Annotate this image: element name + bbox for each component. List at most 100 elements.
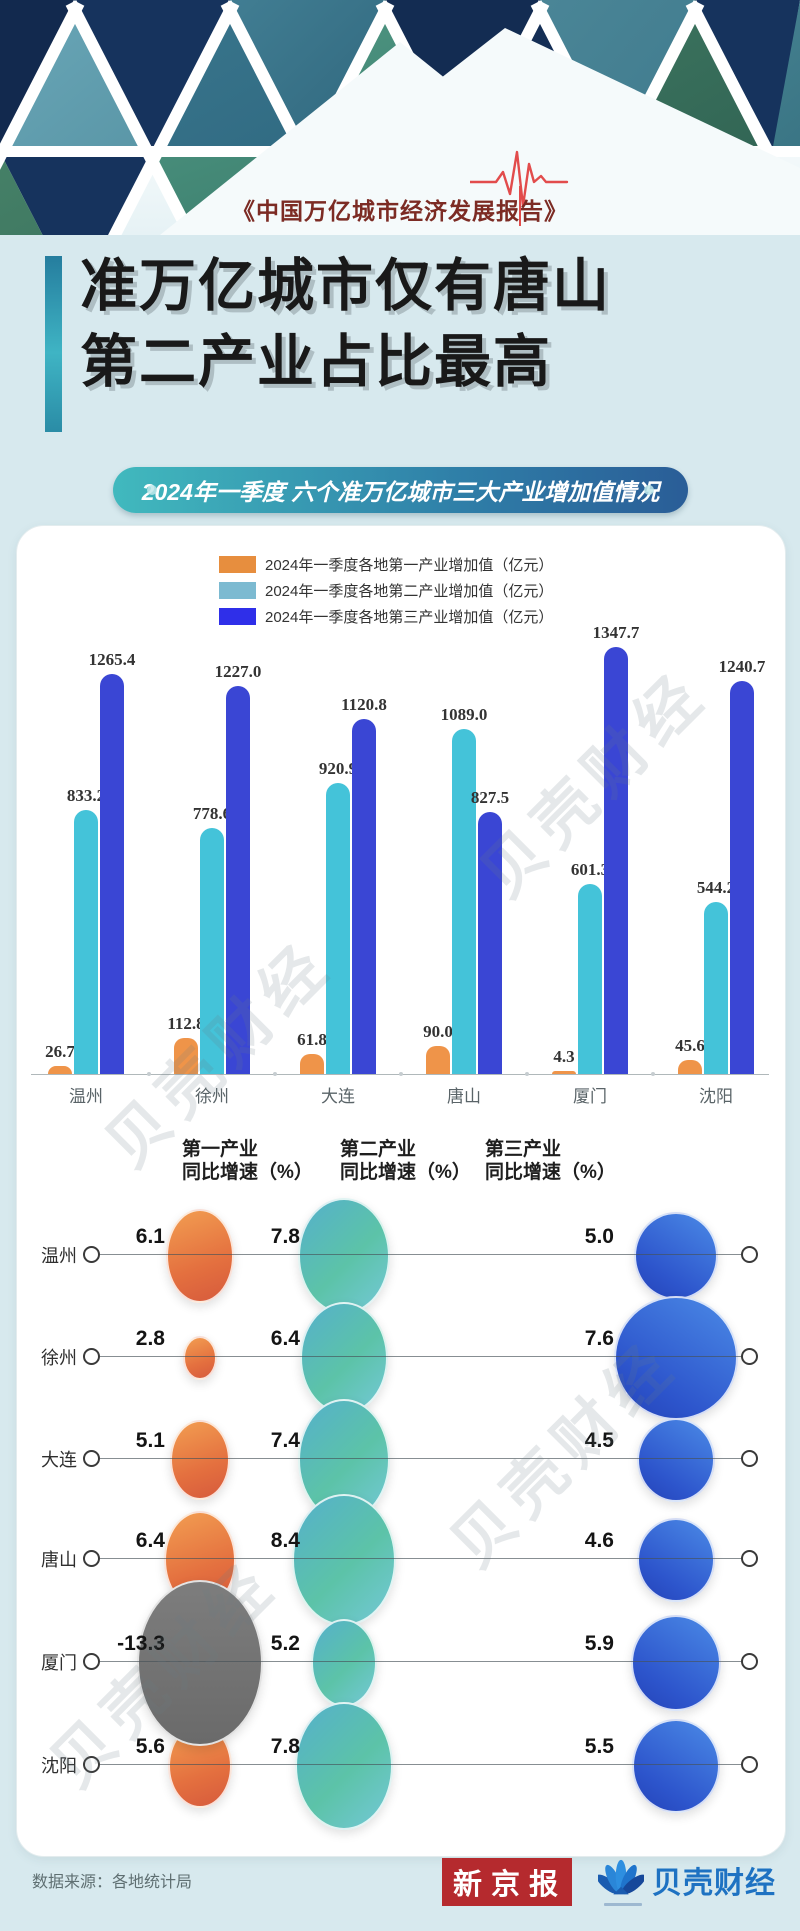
bubble-value: 5.9 <box>584 1632 614 1655</box>
title-accent-bar <box>45 256 62 432</box>
axis-city-label: 大连 <box>321 1087 355 1106</box>
axis-city-label: 温州 <box>69 1087 103 1106</box>
beike-logo: 贝壳财经 <box>598 1856 776 1904</box>
row-endpoint-icon <box>741 1756 758 1773</box>
bubble-column-header: 第一产业 同比增速（%） <box>182 1139 313 1183</box>
bubble <box>637 1518 715 1602</box>
bar-value-label: 90.0 <box>423 1022 453 1041</box>
bubble <box>170 1420 230 1500</box>
legend-swatch <box>219 607 256 625</box>
chart-card: 2024年一季度各地第一产业增加值（亿元） 2024年一季度各地第二产业增加值（亿… <box>16 525 786 1857</box>
bar <box>552 1071 576 1074</box>
bubble-value: 7.8 <box>270 1225 300 1248</box>
bubble-value: 6.4 <box>270 1327 300 1350</box>
bubble-value: -13.3 <box>117 1632 165 1655</box>
bubble-value: 7.8 <box>270 1735 300 1758</box>
bubble-value: 6.1 <box>135 1225 165 1248</box>
bar-value-label: 1347.7 <box>592 623 640 642</box>
legend-item: 2024年一季度各地第一产业增加值（亿元） <box>219 552 553 576</box>
xinjingbao-logo: 新京报 <box>442 1858 572 1906</box>
shell-icon <box>598 1859 644 1895</box>
page-title-line2: 第二产业占比最高 <box>80 330 552 394</box>
bar <box>200 828 224 1074</box>
bubble-value: 2.8 <box>135 1327 165 1350</box>
legend-item: 2024年一季度各地第三产业增加值（亿元） <box>219 604 553 628</box>
legend-label: 2024年一季度各地第二产业增加值（亿元） <box>265 582 554 600</box>
row-endpoint-icon <box>83 1756 100 1773</box>
axis-city-label: 徐州 <box>195 1087 229 1106</box>
bubble-value: 4.5 <box>584 1429 614 1452</box>
page-title-line1: 准万亿城市仅有唐山 <box>80 254 611 318</box>
banner-dot-icon <box>147 485 157 495</box>
bar-value-label: 61.8 <box>297 1030 327 1049</box>
bubble-value: 5.0 <box>584 1225 614 1248</box>
bar <box>100 674 124 1074</box>
beike-logo-text: 贝壳财经 <box>652 1867 776 1900</box>
axis-city-label: 厦门 <box>573 1087 607 1106</box>
row-line <box>90 1764 748 1765</box>
bubble-value: 5.1 <box>135 1429 165 1452</box>
row-line <box>90 1661 748 1662</box>
row-endpoint-icon <box>741 1550 758 1567</box>
bubble-value: 5.5 <box>584 1735 614 1758</box>
bar-value-label: 920.9 <box>318 759 358 778</box>
bar-value-label: 601.3 <box>570 860 610 879</box>
bubble <box>634 1212 718 1300</box>
bar-value-label: 26.7 <box>45 1042 75 1061</box>
bar-value-label: 1120.8 <box>341 695 387 714</box>
bar <box>426 1046 450 1074</box>
bar <box>678 1060 702 1074</box>
axis-tick <box>651 1072 655 1076</box>
bubble-value: 6.4 <box>135 1529 165 1552</box>
bubble-column-header: 第二产业 同比增速（%） <box>340 1139 471 1183</box>
bubble <box>298 1198 390 1314</box>
bar <box>704 902 728 1074</box>
beike-logo-fineprint <box>604 1903 642 1906</box>
row-endpoint-icon <box>83 1348 100 1365</box>
bar-value-label: 112.8 <box>167 1014 205 1033</box>
bubble <box>311 1619 377 1707</box>
bar <box>478 812 502 1074</box>
bar-value-label: 827.5 <box>470 788 510 807</box>
bubble-city-label: 徐州 <box>41 1348 77 1368</box>
bar-value-label: 1240.7 <box>718 657 766 676</box>
bar-value-label: 1227.0 <box>214 662 262 681</box>
row-endpoint-icon <box>83 1653 100 1670</box>
row-endpoint-icon <box>741 1653 758 1670</box>
bubble-city-label: 厦门 <box>41 1653 77 1673</box>
row-endpoint-icon <box>83 1550 100 1567</box>
bar <box>48 1066 72 1074</box>
bar-value-label: 4.3 <box>553 1047 575 1066</box>
row-endpoint-icon <box>83 1246 100 1263</box>
bar <box>352 719 376 1074</box>
bar-value-label: 833.2 <box>66 786 106 805</box>
bubble-city-label: 温州 <box>41 1246 77 1266</box>
bubble-city-label: 大连 <box>41 1450 77 1470</box>
section-banner: 2024年一季度 六个准万亿城市三大产业增加值情况 <box>113 467 688 513</box>
axis-tick <box>273 1072 277 1076</box>
bar <box>300 1054 324 1074</box>
bubble <box>292 1494 396 1626</box>
axis-tick <box>147 1072 151 1076</box>
bubble-value: 4.6 <box>584 1529 614 1552</box>
bar-value-label: 1265.4 <box>88 650 136 669</box>
banner-dot-icon <box>644 485 654 495</box>
bubble <box>137 1580 263 1746</box>
bar <box>578 884 602 1074</box>
row-line <box>90 1458 748 1459</box>
row-endpoint-icon <box>741 1450 758 1467</box>
axis-city-label: 唐山 <box>447 1087 481 1106</box>
bubble-value: 5.2 <box>270 1632 300 1655</box>
bubble <box>637 1418 715 1502</box>
header-mosaic: 《中国万亿城市经济发展报告》 <box>0 0 800 235</box>
row-endpoint-icon <box>83 1450 100 1467</box>
bar <box>74 810 98 1074</box>
report-title: 《中国万亿城市经济发展报告》 <box>232 199 568 224</box>
row-line <box>90 1558 748 1559</box>
bubble <box>632 1719 720 1813</box>
row-line <box>90 1356 748 1357</box>
bar-value-label: 45.6 <box>675 1036 705 1055</box>
bar-value-label: 1089.0 <box>440 705 488 724</box>
bubble <box>300 1302 388 1414</box>
